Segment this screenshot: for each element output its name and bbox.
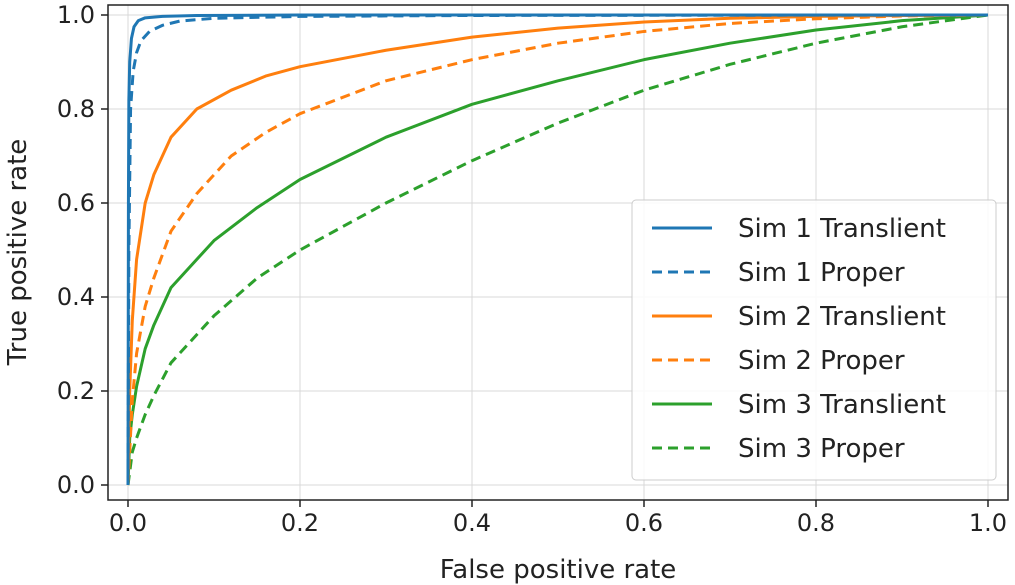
legend-label-sim-1-proper: Sim 1 Proper: [738, 258, 905, 288]
legend-entries: Sim 1 Translient Sim 1 Proper Sim 2 Transl…: [652, 214, 946, 464]
y-axis-title: True positive rate: [3, 139, 33, 367]
x-tick-label: 0.4: [453, 509, 491, 537]
legend-box: [631, 199, 997, 481]
plot-frame: [107, 4, 1009, 501]
x-tick-label: 0.0: [109, 509, 147, 537]
axis-ticks: 0.0 0.2 0.4 0.6 0.8 1.0 0.0 0.2 0.4 0.6 0.8 1.0: [57, 1, 1007, 537]
y-tick-label: 0.0: [57, 471, 95, 499]
legend-label-sim-3-proper: Sim 3 Proper: [738, 434, 905, 464]
legend-label-sim-1-translient: Sim 1 Translient: [738, 214, 946, 244]
legend-label-sim-2-translient: Sim 2 Translient: [738, 302, 946, 332]
y-tick-label: 0.8: [57, 95, 95, 123]
x-tick-label: 0.2: [281, 509, 319, 537]
y-tick-label: 1.0: [57, 1, 95, 29]
x-tick-label: 0.8: [797, 509, 835, 537]
plot-series: [126, 13, 989, 486]
legend-label-sim-3-translient: Sim 3 Translient: [738, 390, 946, 420]
y-tick-label: 0.4: [57, 283, 95, 311]
legend-label-sim-2-proper: Sim 2 Proper: [738, 346, 905, 376]
series-sim-1-translient: [126, 13, 988, 486]
series-sim-2-translient: [126, 13, 989, 486]
y-tick-label: 0.6: [57, 189, 95, 217]
x-tick-label: 0.6: [625, 509, 663, 537]
series-sim-3-translient: [126, 13, 989, 486]
series-sim-3-proper: [126, 13, 989, 486]
x-axis-title: False positive rate: [440, 555, 677, 585]
y-tick-label: 0.2: [57, 377, 95, 405]
legend: Sim 1 Translient Sim 1 Proper Sim 2 Transl…: [631, 199, 997, 481]
x-tick-label: 1.0: [969, 509, 1007, 537]
series-sim-2-proper: [126, 13, 989, 486]
